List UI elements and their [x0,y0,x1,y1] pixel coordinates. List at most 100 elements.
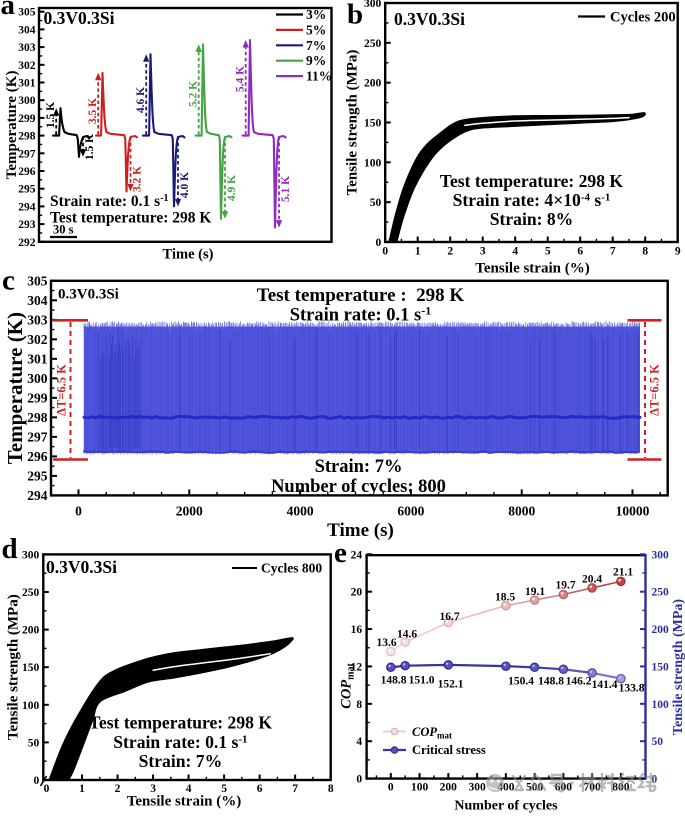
svg-text:6: 6 [257,783,263,795]
svg-text:3.2 K: 3.2 K [132,166,144,192]
svg-text:305: 305 [18,7,36,19]
svg-text:250: 250 [22,587,40,599]
svg-text:296: 296 [18,166,36,178]
svg-text:301: 301 [27,352,48,367]
svg-text:6: 6 [577,246,583,258]
svg-text:302: 302 [27,332,48,347]
svg-text:19.1: 19.1 [525,586,545,598]
svg-text:Test temperature: 298 K: Test temperature: 298 K [50,210,211,227]
svg-text:300: 300 [22,549,40,561]
svg-text:50: 50 [652,736,664,748]
svg-text:ΔT=6.5 K: ΔT=6.5 K [55,364,69,416]
svg-text:8: 8 [642,246,648,258]
svg-text:Strain rate: 4×10-4 s-1: Strain rate: 4×10-4 s-1 [453,190,611,210]
svg-text:21.1: 21.1 [613,567,633,579]
svg-text:Temperature (K): Temperature (K) [3,312,27,464]
svg-text:303: 303 [27,313,48,328]
svg-text:100: 100 [411,782,429,794]
svg-text:Test temperature: 298 K: Test temperature: 298 K [89,713,273,733]
svg-text:4: 4 [356,736,362,748]
svg-text:294: 294 [27,488,48,503]
svg-text:13.6: 13.6 [376,637,396,649]
svg-text:Test temperature: 298 K: Test temperature: 298 K [440,171,624,191]
svg-text:18.5: 18.5 [495,592,515,604]
svg-text:0: 0 [34,775,40,787]
svg-text:300: 300 [18,95,36,107]
svg-text:250: 250 [364,38,382,50]
svg-text:250: 250 [652,587,670,599]
svg-text:304: 304 [27,293,48,308]
svg-text:Time (s): Time (s) [327,520,394,541]
svg-text:152.1: 152.1 [438,679,464,691]
svg-text:148.8: 148.8 [538,676,564,688]
svg-text:151.0: 151.0 [409,675,435,687]
svg-text:2000: 2000 [176,504,203,519]
svg-text:0.3V0.3Si: 0.3V0.3Si [44,8,115,28]
svg-text:19.7: 19.7 [555,580,575,592]
svg-text:Tensile strain (%): Tensile strain (%) [127,794,241,810]
svg-text:4.6 K: 4.6 K [135,87,147,113]
svg-text:200: 200 [364,78,382,90]
svg-text:9: 9 [675,246,681,258]
svg-text:Tensile strength (MPa): Tensile strength (MPa) [671,599,685,735]
svg-text:301: 301 [18,78,36,90]
svg-text:3: 3 [150,783,156,795]
svg-text:14.6: 14.6 [397,629,417,641]
svg-text:1.5 K: 1.5 K [45,102,57,128]
svg-text:10000: 10000 [616,504,650,519]
svg-text:0.3V0.3Si: 0.3V0.3Si [46,557,117,577]
svg-text:0: 0 [388,782,394,794]
svg-text:Test temperature : 298 K: Test temperature : 298 K [257,285,465,306]
svg-text:292: 292 [18,237,36,249]
svg-text:294: 294 [18,201,36,213]
svg-text:200: 200 [440,782,458,794]
svg-text:0: 0 [382,246,388,258]
svg-text:9%: 9% [306,53,326,68]
svg-text:8: 8 [328,783,334,795]
svg-text:200: 200 [652,624,670,636]
svg-text:0: 0 [356,774,362,786]
svg-text:0: 0 [652,774,658,786]
svg-text:Temperature (K): Temperature (K) [4,71,20,180]
svg-text:Cycles 800: Cycles 800 [261,561,322,576]
svg-text:2: 2 [447,246,453,258]
svg-text:150.4: 150.4 [508,676,534,688]
svg-text:0: 0 [44,783,50,795]
svg-text:150: 150 [22,662,40,674]
svg-text:300: 300 [27,371,48,386]
svg-text:4.0 K: 4.0 K [179,172,191,198]
svg-text:3: 3 [480,246,486,258]
svg-text:4000: 4000 [287,504,314,519]
svg-text:Tensile strength (MPa): Tensile strength (MPa) [345,50,361,196]
svg-text:ΔT=6.5 K: ΔT=6.5 K [648,364,662,416]
svg-text:300: 300 [468,782,486,794]
svg-text:Tensile strength (MPa): Tensile strength (MPa) [6,594,22,740]
svg-text:141.4: 141.4 [592,679,618,691]
svg-text:0.3V0.3Si: 0.3V0.3Si [58,287,119,303]
svg-text:200: 200 [22,625,40,637]
svg-text:7: 7 [292,783,298,795]
svg-text:150: 150 [652,661,670,673]
svg-text:Time (s): Time (s) [163,247,214,263]
svg-text:304: 304 [18,24,36,36]
svg-text:146.2: 146.2 [566,676,592,688]
svg-text:5.1 K: 5.1 K [280,176,292,202]
svg-text:148.8: 148.8 [381,675,407,687]
svg-text:295: 295 [27,469,48,484]
svg-text:Number of cycles: Number of cycles [454,799,558,814]
svg-text:4.9 K: 4.9 K [226,175,238,201]
svg-text:Strain rate: 0.1 s-1: Strain rate: 0.1 s-1 [113,732,247,752]
svg-text:8000: 8000 [508,504,535,519]
svg-text:0: 0 [75,504,82,519]
svg-text:133.8: 133.8 [619,683,645,695]
svg-text:295: 295 [18,184,36,196]
svg-text:Strain rate: 0.1 s-1: Strain rate: 0.1 s-1 [290,303,432,325]
svg-text:16.7: 16.7 [439,611,459,623]
svg-text:5: 5 [545,246,551,258]
svg-text:297: 297 [27,430,48,445]
svg-text:7%: 7% [306,38,326,53]
svg-text:0: 0 [375,237,381,249]
svg-text:b: b [347,0,363,31]
svg-text:303: 303 [18,42,36,54]
svg-text:296: 296 [27,449,48,464]
